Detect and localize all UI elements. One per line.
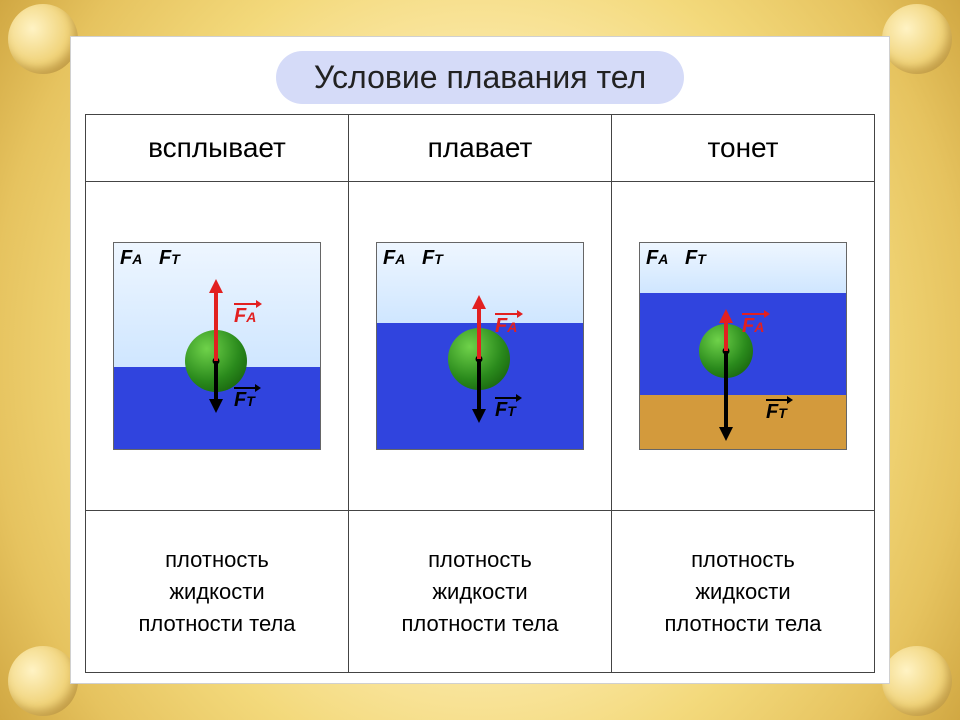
density-line3: плотности тела: [138, 611, 295, 636]
density-line2: жидкости: [169, 579, 264, 604]
scroll-curl-tl: [8, 4, 78, 74]
scroll-curl-bl: [8, 646, 78, 716]
cases-table: всплывает плавает тонет FAFTFA FT FAFTFA…: [85, 114, 875, 673]
density-line3: плотности тела: [664, 611, 821, 636]
case-label-a: всплывает: [86, 115, 349, 182]
density-line1: плотность: [165, 547, 269, 572]
content-panel: Условие плавания тел всплывает плавает т…: [70, 36, 890, 684]
force-ft-label: FT: [234, 389, 255, 412]
density-text-b: плотность жидкости плотности тела: [349, 511, 612, 673]
diagram-cell-a: FA FT FA FT: [86, 182, 349, 511]
diagram-c: FA FT FA FT: [639, 242, 847, 450]
density-line3: плотности тела: [401, 611, 558, 636]
scroll-curl-br: [882, 646, 952, 716]
density-line1: плотность: [428, 547, 532, 572]
density-text-c: плотность жидкости плотности тела: [612, 511, 875, 673]
diagram-b: FA FT FA FT: [376, 242, 584, 450]
force-ft-label: FT: [766, 401, 787, 424]
seafloor-region: [640, 395, 846, 449]
table-row-diagrams: FA FT FA FT FA FT FA FT FA FT FA FT: [86, 182, 875, 511]
density-line1: плотность: [691, 547, 795, 572]
force-ft-label: FT: [495, 399, 516, 422]
diagram-a: FA FT FA FT: [113, 242, 321, 450]
diagram-cell-c: FA FT FA FT: [612, 182, 875, 511]
title-wrap: Условие плавания тел: [85, 51, 875, 104]
force-compare-text: FA FT: [120, 247, 180, 270]
force-compare-text: FA FT: [646, 247, 706, 270]
density-line2: жидкости: [432, 579, 527, 604]
table-row-labels: всплывает плавает тонет: [86, 115, 875, 182]
scroll-curl-tr: [882, 4, 952, 74]
density-text-a: плотность жидкости плотности тела: [86, 511, 349, 673]
case-label-b: плавает: [349, 115, 612, 182]
force-fa-label: FA: [495, 315, 517, 338]
force-fa-label: FA: [742, 315, 764, 338]
parchment-background: Условие плавания тел всплывает плавает т…: [0, 0, 960, 720]
force-compare-text: FA FT: [383, 247, 443, 270]
case-label-c: тонет: [612, 115, 875, 182]
table-row-density: плотность жидкости плотности тела плотно…: [86, 511, 875, 673]
diagram-cell-b: FA FT FA FT: [349, 182, 612, 511]
page-title: Условие плавания тел: [276, 51, 684, 104]
force-fa-label: FA: [234, 305, 256, 328]
density-line2: жидкости: [695, 579, 790, 604]
